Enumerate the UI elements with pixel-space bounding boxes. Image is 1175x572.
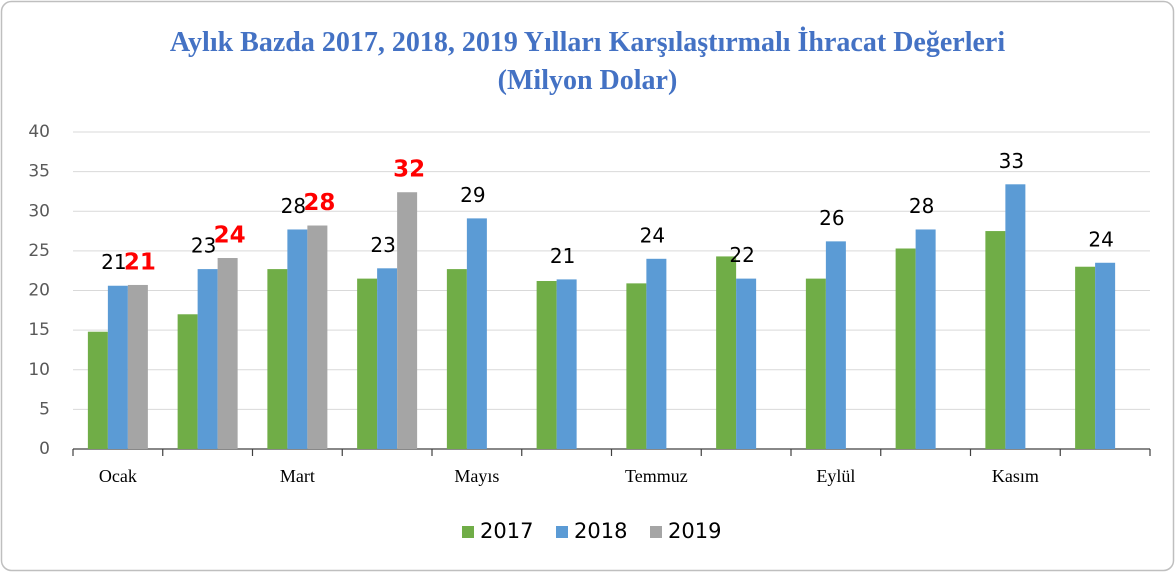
bar [466, 218, 487, 449]
bar [556, 279, 577, 449]
y-tick-label: 35 [28, 162, 50, 182]
legend-swatch [462, 526, 474, 538]
x-tick-label: Eylül [816, 466, 855, 486]
bar [377, 268, 398, 449]
x-tick-label: Mayıs [454, 466, 499, 486]
y-tick-label: 30 [28, 201, 50, 221]
data-label: 29 [460, 183, 485, 207]
y-tick-label: 25 [28, 241, 50, 261]
y-tick-label: 15 [28, 320, 50, 340]
x-tick-label: Mart [280, 466, 315, 486]
data-label: 28 [909, 194, 934, 218]
data-label: 24 [640, 223, 665, 247]
legend-label: 2018 [574, 519, 627, 543]
data-label-highlight: 28 [303, 190, 335, 216]
y-tick-label: 0 [39, 439, 50, 459]
bar [536, 280, 557, 449]
bar [805, 278, 826, 449]
data-label: 21 [101, 250, 126, 274]
data-label: 22 [729, 243, 754, 267]
bar [217, 258, 238, 449]
bar [357, 278, 378, 449]
bar [107, 285, 128, 449]
bar [397, 192, 418, 450]
data-label: 24 [1088, 227, 1113, 251]
chart-title: Aylık Bazda 2017, 2018, 2019 Yılları Kar… [169, 27, 1006, 96]
bar [1005, 184, 1026, 449]
data-label-highlight: 32 [393, 157, 425, 183]
bar [307, 225, 328, 449]
bar [446, 269, 467, 449]
x-tick-label: Temmuz [625, 466, 688, 486]
data-label-highlight: 21 [124, 249, 156, 275]
data-label: 33 [999, 149, 1024, 173]
bar [825, 241, 846, 449]
legend-label: 2019 [668, 519, 721, 543]
x-tick-label: Ocak [99, 466, 137, 486]
bar [915, 229, 936, 449]
data-label: 21 [550, 244, 575, 268]
data-label: 23 [370, 233, 395, 257]
bar [985, 231, 1006, 449]
x-tick-label: Kasım [992, 466, 1039, 486]
legend-label: 2017 [480, 519, 533, 543]
data-label: 23 [191, 234, 216, 258]
bar [646, 258, 667, 449]
bar [127, 284, 148, 449]
legend-swatch [650, 526, 662, 538]
bar [626, 283, 647, 449]
bar [716, 256, 737, 449]
bar [1095, 262, 1116, 449]
bar [1075, 266, 1096, 449]
y-tick-label: 10 [28, 360, 50, 380]
bar [87, 331, 108, 449]
data-label: 28 [281, 194, 306, 218]
bar [267, 269, 288, 449]
y-tick-label: 40 [28, 122, 50, 142]
bar [197, 269, 218, 449]
y-tick-label: 5 [39, 399, 50, 419]
data-label: 26 [819, 206, 844, 230]
data-label-highlight: 24 [214, 223, 246, 249]
y-tick-label: 20 [28, 281, 50, 301]
bar [895, 248, 916, 449]
bar [177, 314, 198, 449]
bar [287, 229, 308, 449]
legend-swatch [556, 526, 568, 538]
bar [736, 278, 757, 449]
